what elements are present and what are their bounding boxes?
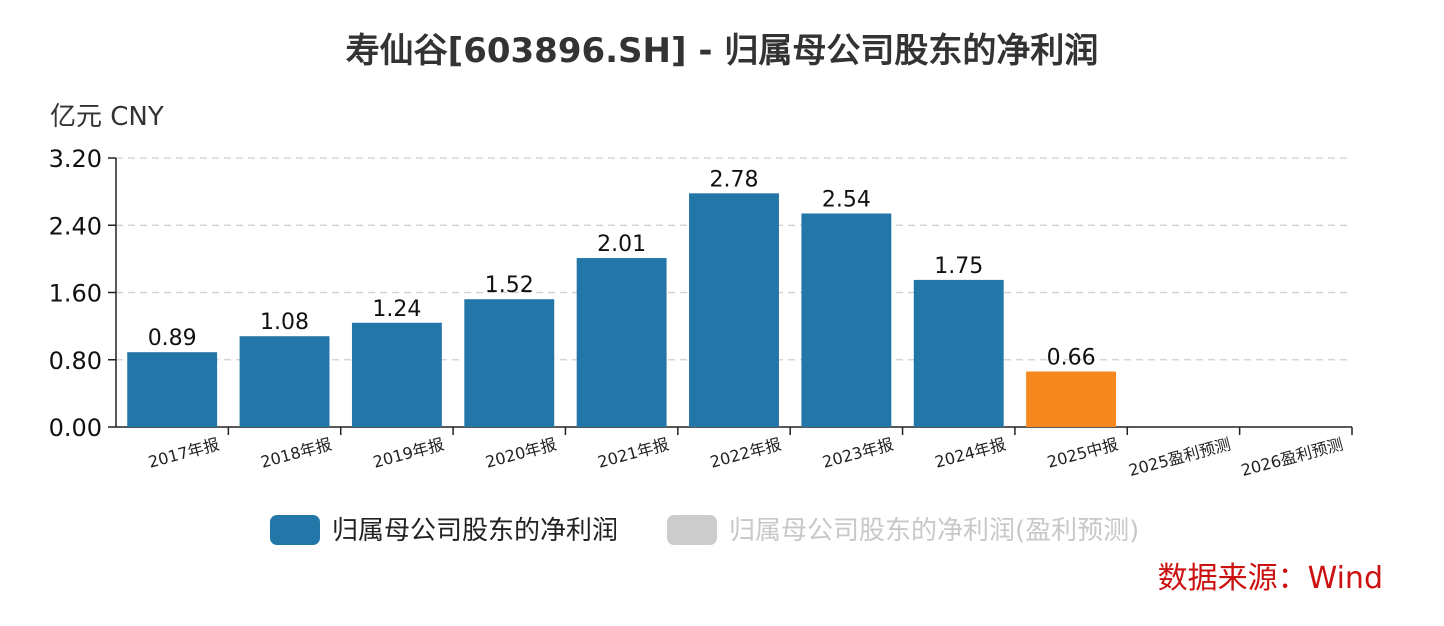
legend-label: 归属母公司股东的净利润 [332, 516, 618, 546]
legend-swatch [667, 515, 717, 545]
bar-value-label: 1.24 [372, 297, 421, 322]
bar [239, 336, 330, 427]
bar-value-label: 0.66 [1047, 346, 1096, 371]
bars [127, 193, 1117, 427]
data-labels: 0.89 1.08 1.24 1.52 2.01 2.78 2.54 1.75 0.66 [148, 167, 1096, 370]
bar [576, 258, 667, 427]
bar-value-label: 2.54 [822, 187, 871, 212]
unit-label: 亿元 CNY [50, 102, 164, 132]
legend-label: 归属母公司股东的净利润(盈利预测) [729, 516, 1139, 546]
bar [127, 352, 218, 427]
y-tick-label: 0.80 [49, 347, 102, 375]
bar-value-label: 2.01 [597, 232, 646, 257]
legend: 归属母公司股东的净利润 归属母公司股东的净利润(盈利预测) [270, 515, 1139, 546]
y-tick-label: 1.60 [49, 280, 102, 308]
legend-item[interactable]: 归属母公司股东的净利润(盈利预测) [667, 515, 1139, 546]
bar [1026, 371, 1117, 427]
legend-swatch [270, 515, 320, 545]
bar [913, 279, 1004, 427]
legend-item[interactable]: 归属母公司股东的净利润 [270, 515, 618, 546]
bar [464, 299, 555, 427]
bar-value-label: 1.75 [934, 254, 983, 279]
y-tick-label: 3.20 [49, 145, 102, 173]
bar-value-label: 2.78 [710, 167, 759, 192]
y-tick-label: 2.40 [49, 212, 102, 240]
bar [801, 213, 892, 427]
chart-title: 寿仙谷[603896.SH] - 归属母公司股东的净利润 [346, 31, 1099, 71]
bar-value-label: 0.89 [148, 326, 197, 351]
bar-value-label: 1.52 [485, 273, 534, 298]
bar-value-label: 1.08 [260, 310, 309, 335]
source-note: 数据来源：Wind [1158, 561, 1383, 596]
bar [689, 193, 779, 427]
bar [351, 322, 442, 427]
y-tick-label: 0.00 [49, 414, 102, 442]
